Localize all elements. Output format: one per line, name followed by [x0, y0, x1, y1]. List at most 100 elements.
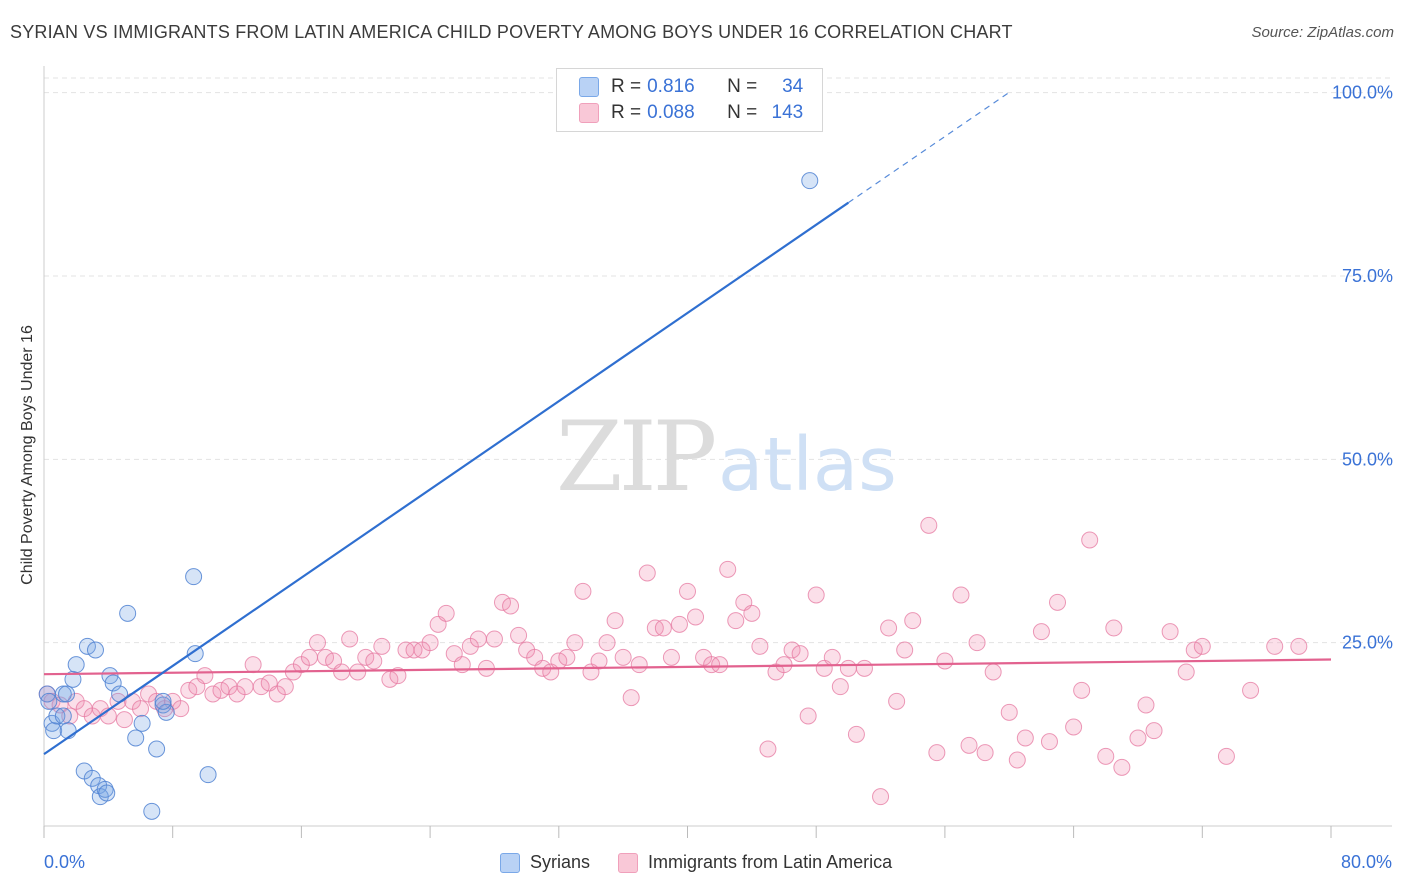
legend-item-syrians[interactable]: Syrians [500, 852, 590, 873]
latin-point [308, 634, 326, 652]
y-tick-label: 50.0% [1342, 449, 1393, 469]
legend-row-syrians: R = 0.816 N = 34 [579, 75, 803, 99]
latin-point [687, 608, 705, 626]
latin-point [1217, 747, 1235, 765]
latin-point [1032, 623, 1050, 641]
latin-points [38, 516, 1308, 806]
latin-point [952, 586, 970, 604]
latin-point [1081, 531, 1099, 549]
latin-point [1008, 751, 1026, 769]
latin-point [1016, 729, 1034, 747]
legend-row-latin: R = 0.088 N = 143 [579, 101, 803, 125]
latin-point [212, 681, 230, 699]
latin-point [244, 656, 262, 674]
latin-point [727, 612, 745, 630]
latin-point [300, 648, 318, 666]
correlation-legend: R = 0.816 N = 34 R = 0.088 N = 143 [556, 68, 823, 132]
latin-point [1129, 729, 1147, 747]
latin-point [317, 648, 335, 666]
series-legend: Syrians Immigrants from Latin America [500, 852, 920, 873]
legend-label: Syrians [530, 852, 591, 872]
syrian-point [48, 707, 66, 725]
latin-point [880, 619, 898, 637]
syrian-point [143, 802, 161, 820]
trend-lines [43, 91, 1332, 756]
syrian-point [54, 707, 72, 725]
latin-point [1105, 619, 1123, 637]
latin-point [341, 630, 359, 648]
latin-point [1177, 663, 1195, 681]
latin-point [928, 744, 946, 762]
latin-point [1065, 718, 1083, 736]
latin-point [638, 564, 656, 582]
latin-point [349, 663, 367, 681]
latin-point [759, 740, 777, 758]
latin-point [670, 615, 688, 633]
syrians-swatch [579, 77, 599, 97]
latin-point [984, 663, 1002, 681]
latin-point [276, 678, 294, 696]
latin-point [1097, 747, 1115, 765]
latin-point [558, 648, 576, 666]
source-credit: Source: ZipAtlas.com [1251, 24, 1394, 41]
latin-point [236, 678, 254, 696]
latin-point [1073, 681, 1091, 699]
syrian-points [38, 172, 819, 820]
syrian-point [185, 568, 203, 586]
latin-point [751, 637, 769, 655]
y-tick-label: 75.0% [1342, 266, 1393, 286]
syrian-point [148, 740, 166, 758]
syrian-point [186, 645, 204, 663]
latin-point [807, 586, 825, 604]
latin-point [719, 560, 737, 578]
latin-point [1049, 593, 1067, 611]
n-value: 34 [782, 76, 804, 97]
latin-point [1290, 637, 1308, 655]
latin-point [1193, 637, 1211, 655]
watermark-zip: ZIP [556, 401, 715, 513]
latin-point [622, 689, 640, 707]
r-label: R = [611, 102, 642, 123]
latin-trend-line [43, 658, 1332, 676]
y-axis-label: Child Poverty Among Boys Under 16 [19, 325, 36, 585]
latin-point [132, 700, 150, 718]
latin-point [566, 634, 584, 652]
latin-point [421, 634, 439, 652]
latin-point [365, 652, 383, 670]
latin-point [791, 645, 809, 663]
syrian-point [104, 674, 122, 692]
latin-point [61, 707, 79, 725]
legend-item-latin[interactable]: Immigrants from Latin America [618, 852, 892, 873]
syrian-point [133, 714, 151, 732]
latin-point [936, 652, 954, 670]
latin-point [469, 630, 487, 648]
latin-point [115, 711, 133, 729]
latin-point [839, 659, 857, 677]
syrian-point [98, 784, 116, 802]
latin-point [1266, 637, 1284, 655]
latin-point [904, 612, 922, 630]
n-label: N = [727, 102, 758, 123]
latin-point [196, 667, 214, 685]
latin-point [357, 648, 375, 666]
syrian-point [86, 641, 104, 659]
latin-point [799, 707, 817, 725]
latin-point [1161, 623, 1179, 641]
latin-point [1242, 681, 1260, 699]
latin-point [888, 692, 906, 710]
latin-point [180, 681, 198, 699]
syrian-point [64, 670, 82, 688]
latin-point [574, 582, 592, 600]
latin-point [855, 659, 873, 677]
latin-point [1000, 703, 1018, 721]
latin-point [662, 648, 680, 666]
latin-point [502, 597, 520, 615]
n-label: N = [727, 76, 758, 97]
latin-point [485, 630, 503, 648]
syrian-point [199, 766, 217, 784]
x-tick-max: 80.0% [1340, 852, 1392, 872]
latin-point [679, 582, 696, 600]
latin-point [333, 663, 351, 681]
latin-point [711, 656, 729, 674]
